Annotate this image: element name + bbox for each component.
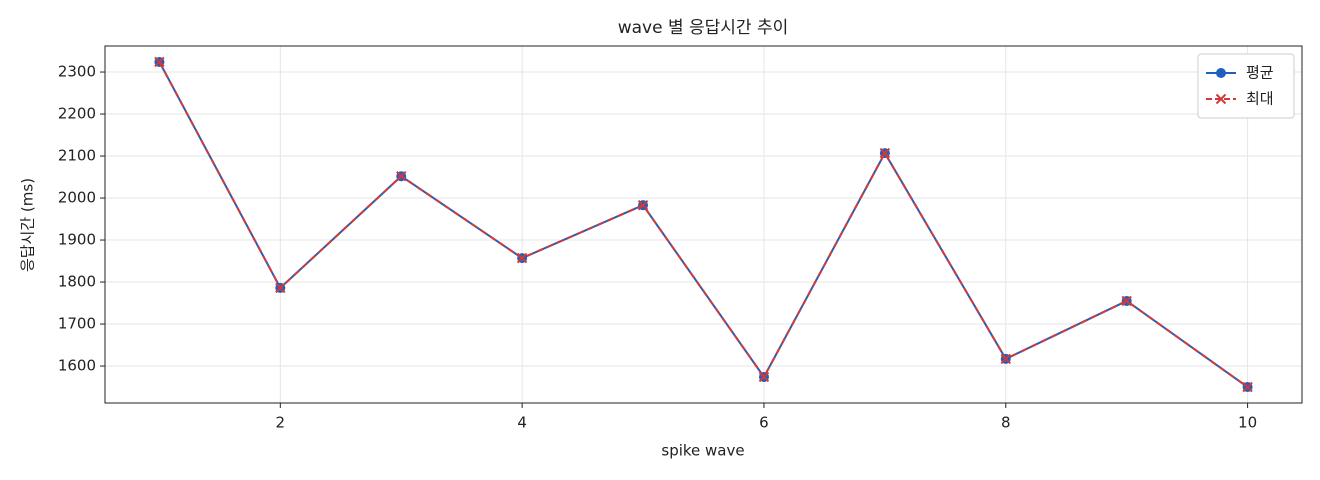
point (637, 199, 649, 211)
point (879, 147, 891, 159)
y-tick-label: 1900 (58, 231, 96, 249)
x-tick-label: 2 (276, 414, 286, 432)
point (1242, 381, 1253, 393)
x-tick-label: 6 (759, 414, 769, 432)
legend-marker (1216, 68, 1226, 78)
point (154, 56, 165, 68)
y-tick-label: 2100 (58, 147, 96, 165)
y-tick-label: 1800 (58, 273, 96, 291)
y-tick-label: 1600 (58, 357, 96, 375)
point (516, 252, 528, 264)
point (396, 170, 407, 182)
point (1000, 353, 1011, 365)
legend-label: 최대 (1246, 90, 1274, 108)
y-axis-label: 응답시간 (ms) (19, 178, 37, 272)
point (275, 282, 286, 294)
series-line (158, 61, 1249, 388)
y-tick-label: 2200 (58, 105, 96, 123)
point (758, 371, 770, 383)
point (1121, 295, 1132, 307)
x-tick-label: 10 (1238, 414, 1257, 432)
legend-marker (1215, 93, 1227, 105)
y-tick-label: 1700 (58, 315, 96, 333)
x-tick-label: 8 (1001, 414, 1011, 432)
x-axis-label: spike wave (661, 442, 744, 460)
y-tick-label: 2300 (58, 63, 96, 81)
x-tick-label: 4 (517, 414, 527, 432)
y-tick-label: 2000 (58, 189, 96, 207)
plot-frame (104, 45, 1303, 404)
legend-label: 평균 (1246, 64, 1274, 82)
chart-title: wave 별 응답시간 추이 (618, 18, 789, 38)
